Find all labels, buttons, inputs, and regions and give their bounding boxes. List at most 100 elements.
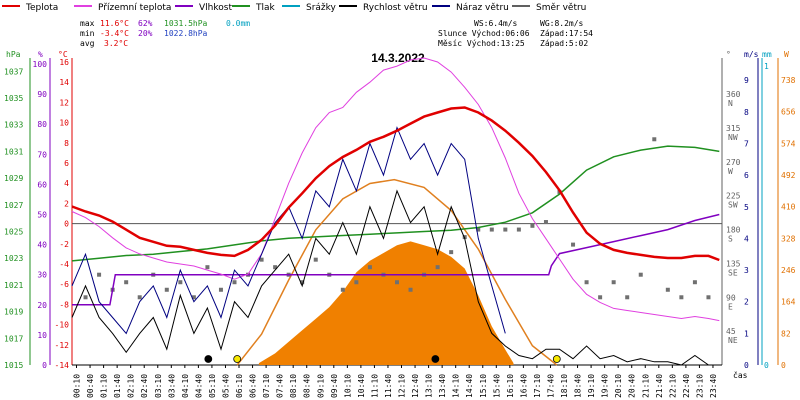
hpa-tick-label: 1031: [4, 147, 23, 156]
w-tick-label: 656: [781, 108, 796, 117]
x-tick-label: 02:40: [140, 374, 149, 398]
x-tick-label: 19:10: [587, 374, 596, 398]
stat-max-press: 1031.5hPa: [164, 19, 208, 28]
temp-tick-label: 16: [59, 58, 69, 67]
x-tick-label: 06:10: [235, 374, 244, 398]
info-block: WS:6.4m/s WG:8.2m/s Slunce Východ:06:06 …: [438, 19, 593, 48]
dir-cardinal-label: SE: [728, 268, 738, 277]
legend-vlhkost: Vlhkost: [199, 3, 232, 13]
mm-tick-label: 1: [764, 62, 769, 71]
wind-direction-point: [543, 220, 548, 225]
legend-teplota: Teplota: [25, 3, 58, 13]
axis-title-time: čas: [733, 370, 748, 380]
x-tick-label: 11:10: [370, 374, 379, 398]
wind-direction-point: [638, 272, 643, 277]
wind-direction-point: [652, 137, 657, 142]
legend-smer-vetru: Směr větru: [536, 3, 586, 13]
wind-direction-point: [489, 227, 494, 232]
axis-title-deg: °: [726, 50, 731, 59]
info-wg: WG:8.2m/s: [540, 19, 584, 28]
legend-prizemni-teplota: Přízemní teplota: [98, 3, 171, 13]
dir-tick-label: 225: [726, 192, 741, 201]
ms-tick-label: 2: [744, 298, 749, 307]
stat-avg-temp: 3.2°C: [104, 39, 128, 48]
wind-direction-point: [584, 280, 589, 285]
dir-tick-label: 45: [726, 327, 736, 336]
ms-tick-label: 6: [744, 171, 749, 180]
stat-min-hum: 20%: [138, 29, 153, 38]
x-tick-label: 10:10: [343, 374, 352, 398]
temp-tick-label: -10: [55, 321, 70, 330]
wind-direction-point: [354, 280, 359, 285]
wind-direction-point: [178, 280, 183, 285]
wind-direction-point: [476, 227, 481, 232]
pct-tick-label: 50: [37, 211, 47, 220]
x-tick-label: 04:40: [194, 374, 203, 398]
wind-direction-point: [83, 295, 88, 300]
wind-direction-point: [408, 287, 413, 292]
hpa-tick-label: 1017: [4, 334, 23, 343]
tick-labels: 1015101710191021102310251027102910311033…: [4, 58, 796, 398]
x-tick-label: 15:40: [492, 374, 501, 398]
temp-tick-label: 4: [64, 179, 69, 188]
hpa-tick-label: 1025: [4, 228, 23, 237]
pct-tick-label: 10: [37, 331, 47, 340]
dir-cardinal-label: W: [728, 167, 733, 176]
x-tick-label: 10:40: [357, 374, 366, 398]
info-moon: Měsíc Východ:13:25: [438, 39, 525, 48]
temp-tick-label: -12: [55, 341, 70, 350]
wind-direction-point: [516, 227, 521, 232]
wind-direction-point: [571, 242, 576, 247]
dir-tick-label: 270: [726, 158, 741, 167]
chart-series: [71, 57, 720, 366]
pct-tick-label: 60: [37, 180, 47, 189]
temp-tick-label: 6: [64, 159, 69, 168]
wind-direction-point: [611, 280, 616, 285]
ms-tick-label: 3: [744, 266, 749, 275]
hpa-tick-label: 1021: [4, 281, 23, 290]
chart-title: 14.3.2022: [371, 51, 425, 65]
ms-tick-label: 4: [744, 234, 749, 243]
pct-tick-label: 40: [37, 241, 47, 250]
x-tick-label: 18:40: [574, 374, 583, 398]
hpa-tick-label: 1023: [4, 254, 23, 263]
ms-tick-label: 8: [744, 108, 749, 117]
wind-direction-point: [598, 295, 603, 300]
w-tick-label: 246: [781, 266, 796, 275]
temp-tick-label: 0: [64, 220, 69, 229]
w-tick-label: 0: [781, 361, 786, 370]
w-tick-label: 492: [781, 171, 796, 180]
info-ws: WS:6.4m/s: [474, 19, 518, 28]
dir-cardinal-label: SW: [728, 201, 738, 210]
hpa-tick-label: 1037: [4, 67, 23, 76]
temp-tick-label: 2: [64, 199, 69, 208]
x-tick-label: 17:10: [533, 374, 542, 398]
x-tick-label: 16:40: [519, 374, 528, 398]
wind-direction-point: [232, 280, 237, 285]
w-tick-label: 574: [781, 139, 796, 148]
wind-direction-point: [205, 265, 210, 270]
wind-direction-point: [164, 287, 169, 292]
x-tick-label: 13:10: [425, 374, 434, 398]
x-tick-label: 16:10: [506, 374, 515, 398]
stat-max-hum: 62%: [138, 19, 153, 28]
axis-title-pct: %: [38, 50, 43, 59]
hpa-tick-label: 1015: [4, 361, 23, 370]
x-tick-label: 08:10: [289, 374, 298, 398]
x-tick-label: 12:40: [411, 374, 420, 398]
moonrise-marker: [431, 355, 440, 363]
w-tick-label: 328: [781, 234, 796, 243]
legend-rychlost-vetru: Rychlost větru: [363, 3, 428, 13]
x-tick-label: 06:40: [249, 374, 258, 398]
x-tick-label: 09:40: [330, 374, 339, 398]
wind-direction-point: [692, 280, 697, 285]
x-tick-label: 18:10: [560, 374, 569, 398]
hpa-tick-label: 1027: [4, 201, 23, 210]
temp-tick-label: 10: [59, 119, 69, 128]
wind-direction-point: [340, 287, 345, 292]
x-tick-label: 01:10: [100, 374, 109, 398]
wind-direction-point: [313, 257, 318, 262]
temp-tick-label: -14: [55, 361, 70, 370]
hpa-tick-label: 1019: [4, 308, 23, 317]
wind-direction-point: [706, 295, 711, 300]
